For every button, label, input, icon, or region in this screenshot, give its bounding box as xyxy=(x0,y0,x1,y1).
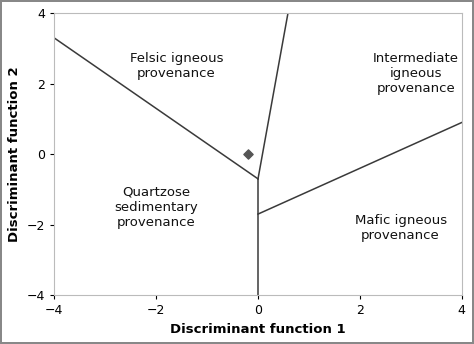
Text: Quartzose
sedimentary
provenance: Quartzose sedimentary provenance xyxy=(114,185,198,228)
Text: Mafic igneous
provenance: Mafic igneous provenance xyxy=(355,214,447,242)
Text: Intermediate
igneous
provenance: Intermediate igneous provenance xyxy=(373,52,459,95)
X-axis label: Discriminant function 1: Discriminant function 1 xyxy=(170,323,346,336)
Point xyxy=(244,151,252,157)
Text: Felsic igneous
provenance: Felsic igneous provenance xyxy=(130,52,223,80)
Y-axis label: Discriminant function 2: Discriminant function 2 xyxy=(9,66,21,242)
